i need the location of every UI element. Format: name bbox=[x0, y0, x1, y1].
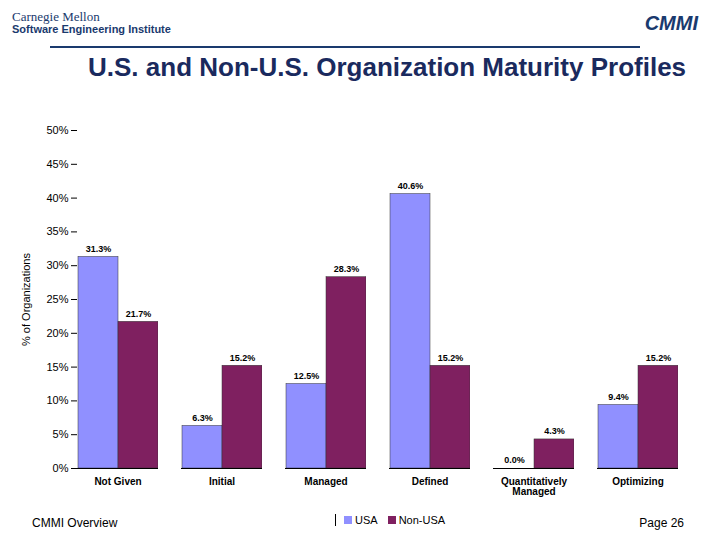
svg-text:0.0%: 0.0% bbox=[504, 455, 525, 465]
svg-text:40.6%: 40.6% bbox=[398, 181, 424, 191]
svg-text:40%: 40% bbox=[46, 192, 68, 204]
svg-text:Initial: Initial bbox=[209, 476, 235, 487]
html-text:Software Engineering Institute: Software Engineering Institute bbox=[12, 23, 171, 35]
svg-text:15.2%: 15.2% bbox=[646, 353, 672, 363]
svg-text:20%: 20% bbox=[46, 327, 68, 339]
svg-text:Optimizing: Optimizing bbox=[612, 476, 664, 487]
html-text:CMMI Overview: CMMI Overview bbox=[32, 516, 118, 530]
svg-text:45%: 45% bbox=[46, 158, 68, 170]
html-text:Carnegie Mellon: Carnegie Mellon bbox=[12, 9, 100, 24]
svg-text:15%: 15% bbox=[46, 361, 68, 373]
svg-text:QuantitativelyManaged: QuantitativelyManaged bbox=[501, 476, 568, 497]
svg-text:28.3%: 28.3% bbox=[334, 264, 360, 274]
svg-text:15.2%: 15.2% bbox=[438, 353, 464, 363]
svg-text:6.3%: 6.3% bbox=[192, 413, 213, 423]
html-text:Page 26: Page 26 bbox=[639, 516, 684, 530]
svg-text:10%: 10% bbox=[46, 394, 68, 406]
svg-text:% of Organizations: % of Organizations bbox=[20, 253, 32, 346]
svg-text:4.3%: 4.3% bbox=[544, 426, 565, 436]
svg-text:25%: 25% bbox=[46, 293, 68, 305]
svg-text:5%: 5% bbox=[53, 428, 69, 440]
html-text:U.S. and Non-U.S. Organization: U.S. and Non-U.S. Organization Maturity … bbox=[88, 52, 687, 82]
svg-text:50%: 50% bbox=[46, 124, 68, 136]
svg-text:15.2%: 15.2% bbox=[230, 353, 256, 363]
svg-text:9.4%: 9.4% bbox=[608, 392, 629, 402]
svg-text:12.5%: 12.5% bbox=[294, 371, 320, 381]
html-text:Non-USA: Non-USA bbox=[398, 514, 446, 526]
svg-text:0%: 0% bbox=[53, 462, 69, 474]
svg-text:Defined: Defined bbox=[412, 476, 449, 487]
svg-text:21.7%: 21.7% bbox=[126, 309, 152, 319]
svg-text:30%: 30% bbox=[46, 259, 68, 271]
svg-text:31.3%: 31.3% bbox=[86, 244, 112, 254]
svg-text:Managed: Managed bbox=[304, 476, 347, 487]
html-text:CMMI: CMMI bbox=[644, 12, 698, 34]
html-text:Analysis conducted 13 June 200: Analysis conducted 13 June 2003 bbox=[466, 124, 658, 138]
svg-text:35%: 35% bbox=[46, 225, 68, 237]
svg-text:Not Given: Not Given bbox=[94, 476, 141, 487]
html-text:USA: USA bbox=[355, 514, 378, 526]
